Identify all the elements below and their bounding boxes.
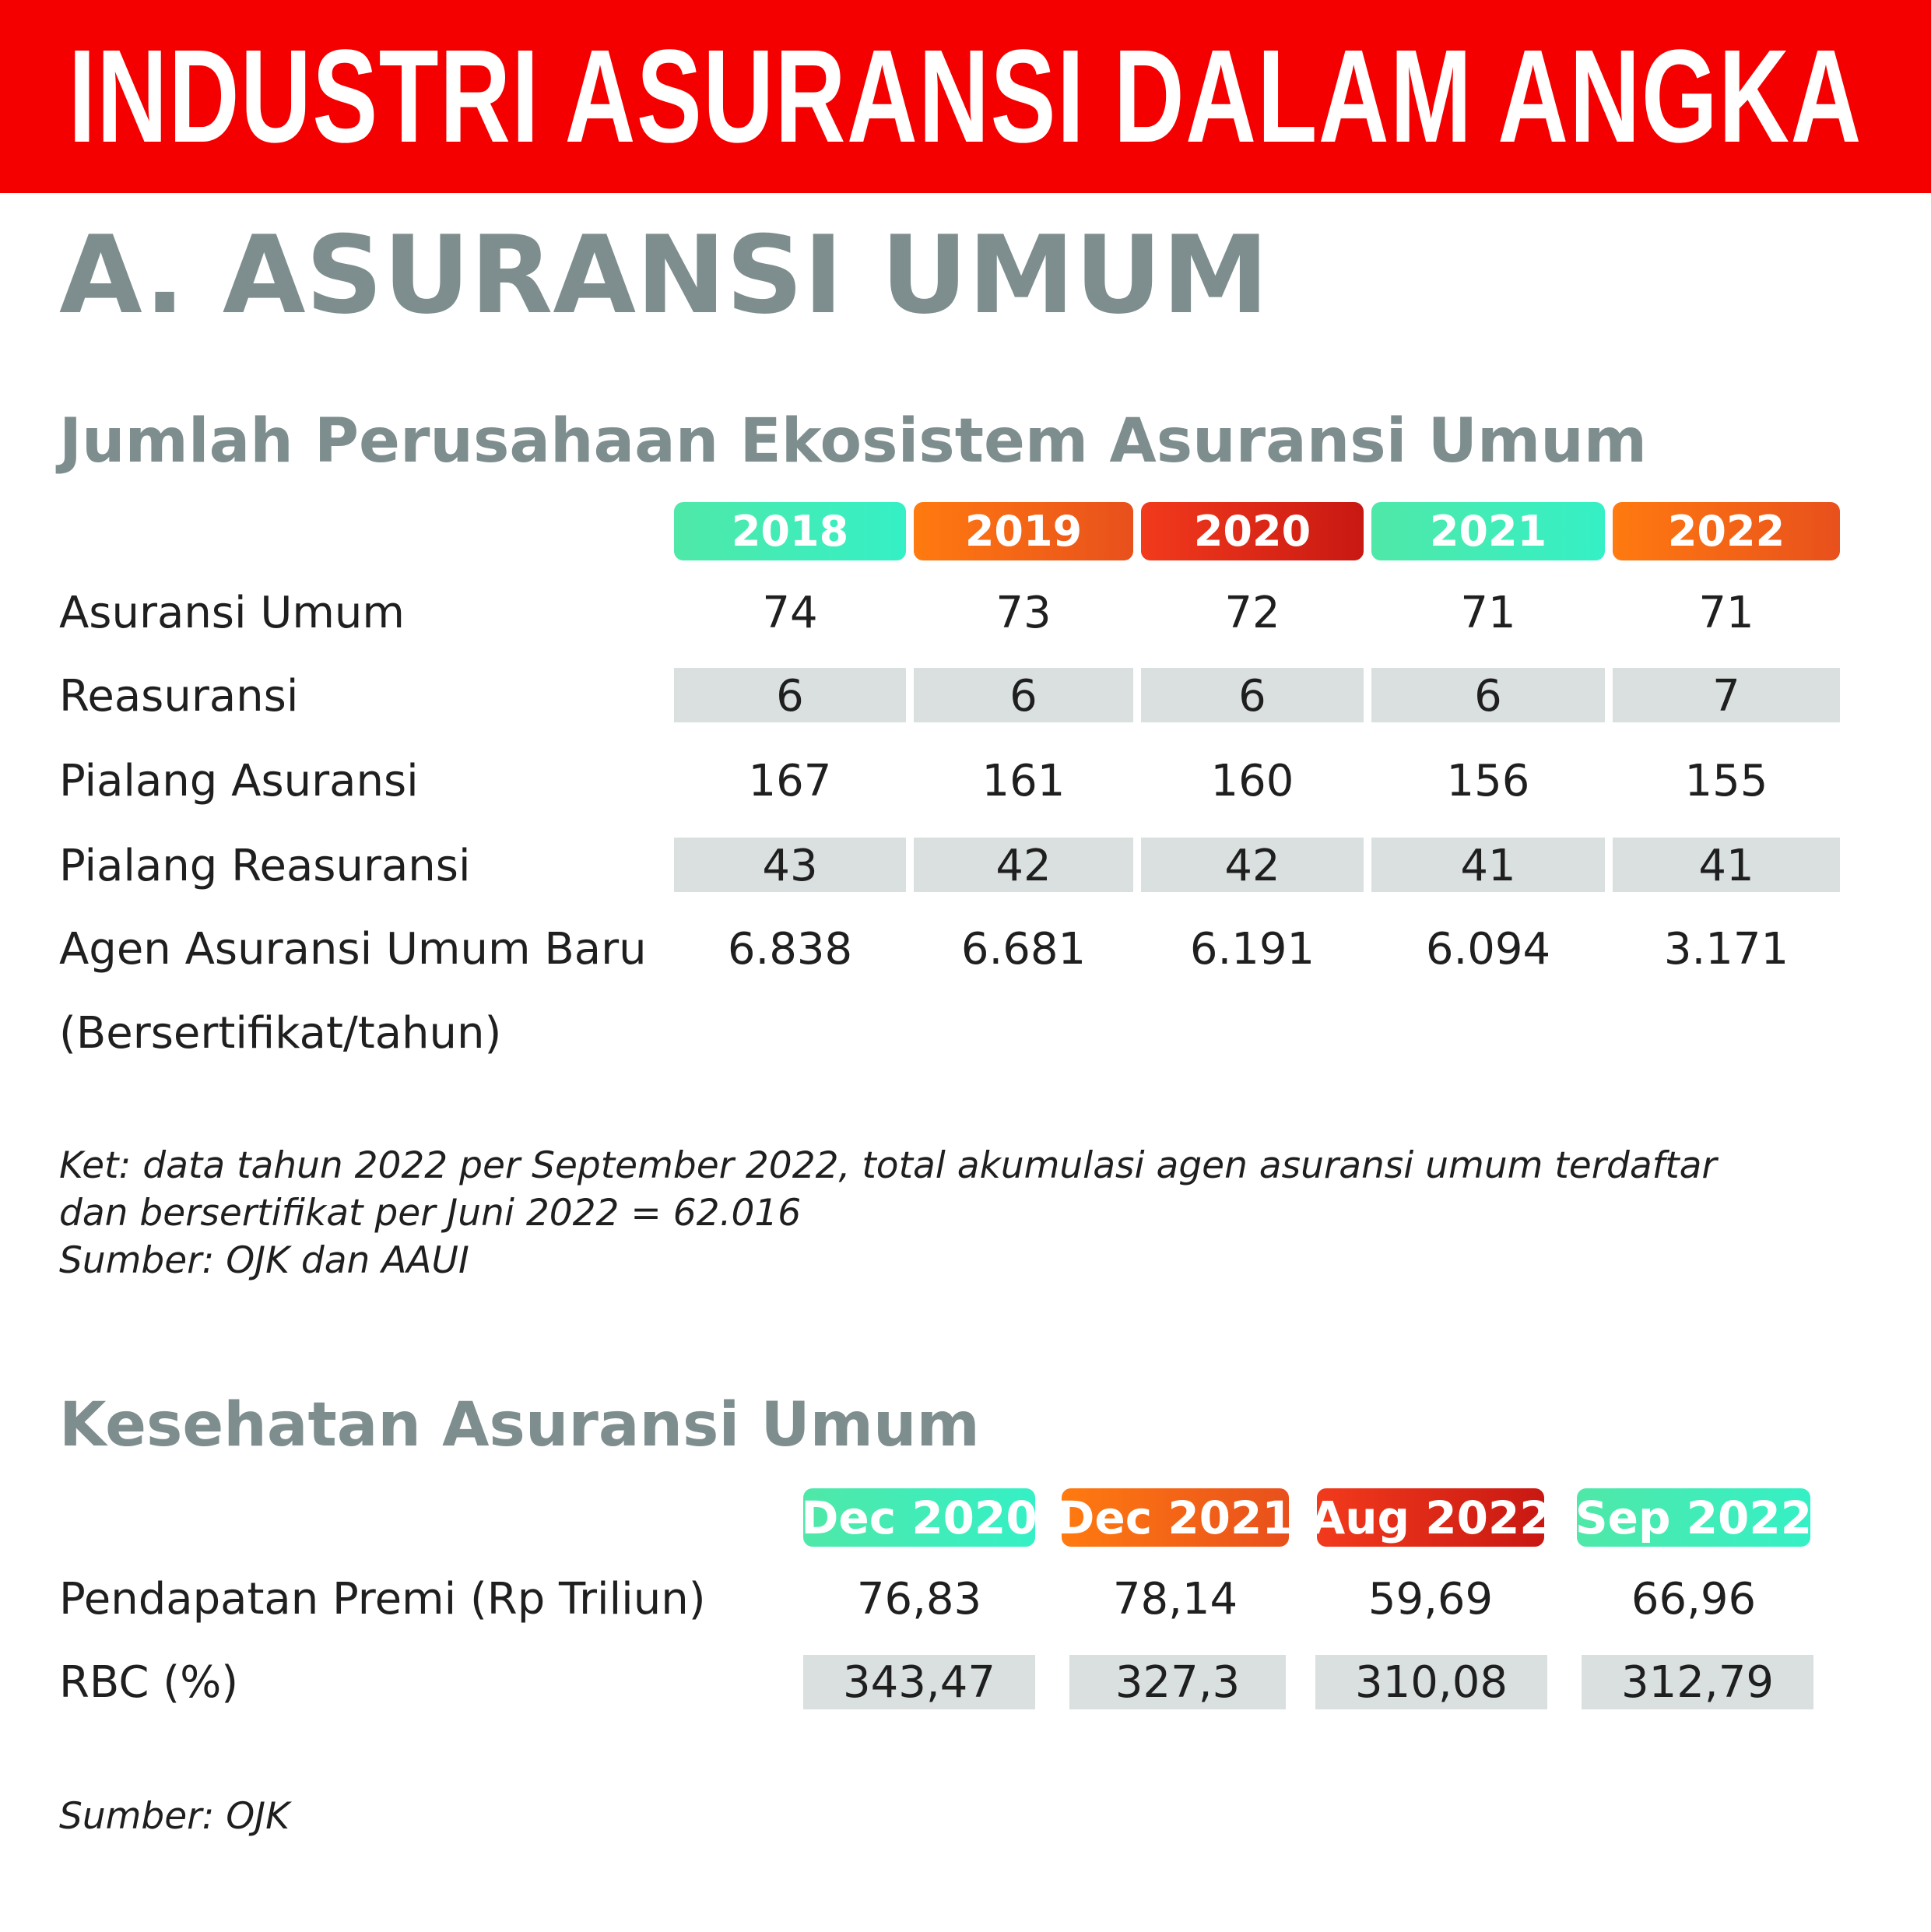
table-cell: 43: [762, 841, 818, 891]
row-shade: [1613, 668, 1840, 722]
row-shade: [674, 838, 906, 892]
row-label-pialang-reasuransi: Pialang Reasuransi: [59, 841, 471, 891]
table-cell: 41: [1698, 841, 1754, 891]
table-cell: 7: [1712, 671, 1740, 722]
row-shade: [914, 838, 1133, 892]
section-title: A. ASURANSI UMUM: [59, 213, 1269, 338]
header-banner: INDUSTRI ASURANSI DALAM ANGKA: [0, 0, 1931, 193]
table-cell: 66,96: [1631, 1574, 1757, 1625]
row-shade: [1315, 1655, 1547, 1709]
row-label-rbc: RBC (%): [59, 1657, 239, 1708]
table-cell: 343,47: [843, 1657, 995, 1708]
table-cell: 74: [762, 588, 818, 638]
period-header-dec-2020: Dec 2020: [801, 1488, 1037, 1547]
table-cell: 6: [1474, 671, 1502, 722]
row-label-pendapatan-premi: Pendapatan Premi (Rp Triliun): [59, 1574, 706, 1625]
ecosystem-note-line2: dan bersertifikat per Juni 2022 = 62.016: [59, 1192, 802, 1235]
period-header-aug-2022: Aug 2022: [1310, 1488, 1551, 1547]
period-header-sep-2022: Sep 2022: [1575, 1488, 1812, 1547]
row-shade: [803, 1655, 1035, 1709]
table-cell: 6: [776, 671, 804, 722]
table-cell: 156: [1446, 756, 1530, 806]
table-cell: 76,83: [856, 1574, 982, 1625]
table-cell: 6.191: [1189, 924, 1315, 975]
row-label-pialang-asuransi: Pialang Asuransi: [59, 756, 419, 806]
period-header-dec-2021: Dec 2021: [1057, 1488, 1294, 1547]
year-header-2020: 2020: [1141, 502, 1364, 560]
table-cell: 78,14: [1112, 1574, 1238, 1625]
table-cell: 161: [981, 756, 1066, 806]
table-cell: 42: [995, 841, 1052, 891]
table-cell: 310,08: [1355, 1657, 1508, 1708]
row-shade: [1069, 1655, 1286, 1709]
row-shade: [1371, 668, 1605, 722]
ecosystem-note-line1: Ket: data tahun 2022 per September 2022,…: [59, 1144, 1717, 1187]
table-cell: 327,3: [1115, 1657, 1241, 1708]
health-title: Kesehatan Asuransi Umum: [59, 1390, 980, 1460]
table-cell: 41: [1460, 841, 1516, 891]
year-header-2022: 2022: [1613, 502, 1840, 560]
banner-title: INDUSTRI ASURANSI DALAM ANGKA: [68, 23, 1863, 170]
table-cell: 6.681: [960, 924, 1087, 975]
row-label-agen-baru: Agen Asuransi Umum Baru: [59, 924, 647, 975]
row-label-agen-baru-line2: (Bersertifikat/tahun): [59, 1008, 502, 1059]
table-cell: 71: [1460, 588, 1516, 638]
table-cell: 71: [1698, 588, 1754, 638]
year-header-2018: 2018: [674, 502, 906, 560]
table-cell: 6.838: [727, 924, 853, 975]
table-cell: 6: [1238, 671, 1266, 722]
row-shade: [1613, 838, 1840, 892]
table-cell: 312,79: [1621, 1657, 1774, 1708]
table-cell: 6.094: [1425, 924, 1551, 975]
ecosystem-title: Jumlah Perusahaan Ekosistem Asuransi Umu…: [59, 406, 1648, 476]
table-cell: 72: [1224, 588, 1280, 638]
row-label-asuransi-umum: Asuransi Umum: [59, 588, 405, 638]
table-cell: 59,69: [1367, 1574, 1494, 1625]
row-shade: [1582, 1655, 1813, 1709]
row-shade: [1141, 838, 1364, 892]
year-header-2019: 2019: [914, 502, 1133, 560]
row-label-reasuransi: Reasuransi: [59, 671, 299, 722]
ecosystem-source: Sumber: OJK dan AAUI: [59, 1239, 469, 1282]
table-cell: 167: [748, 756, 832, 806]
table-cell: 42: [1224, 841, 1280, 891]
health-source: Sumber: OJK: [59, 1795, 290, 1838]
year-header-2021: 2021: [1371, 502, 1605, 560]
table-cell: 160: [1210, 756, 1294, 806]
table-cell: 6: [1009, 671, 1037, 722]
row-shade: [674, 668, 906, 722]
table-cell: 73: [995, 588, 1052, 638]
row-shade: [914, 668, 1133, 722]
table-cell: 3.171: [1663, 924, 1789, 975]
row-shade: [1371, 838, 1605, 892]
table-cell: 155: [1684, 756, 1768, 806]
row-shade: [1141, 668, 1364, 722]
